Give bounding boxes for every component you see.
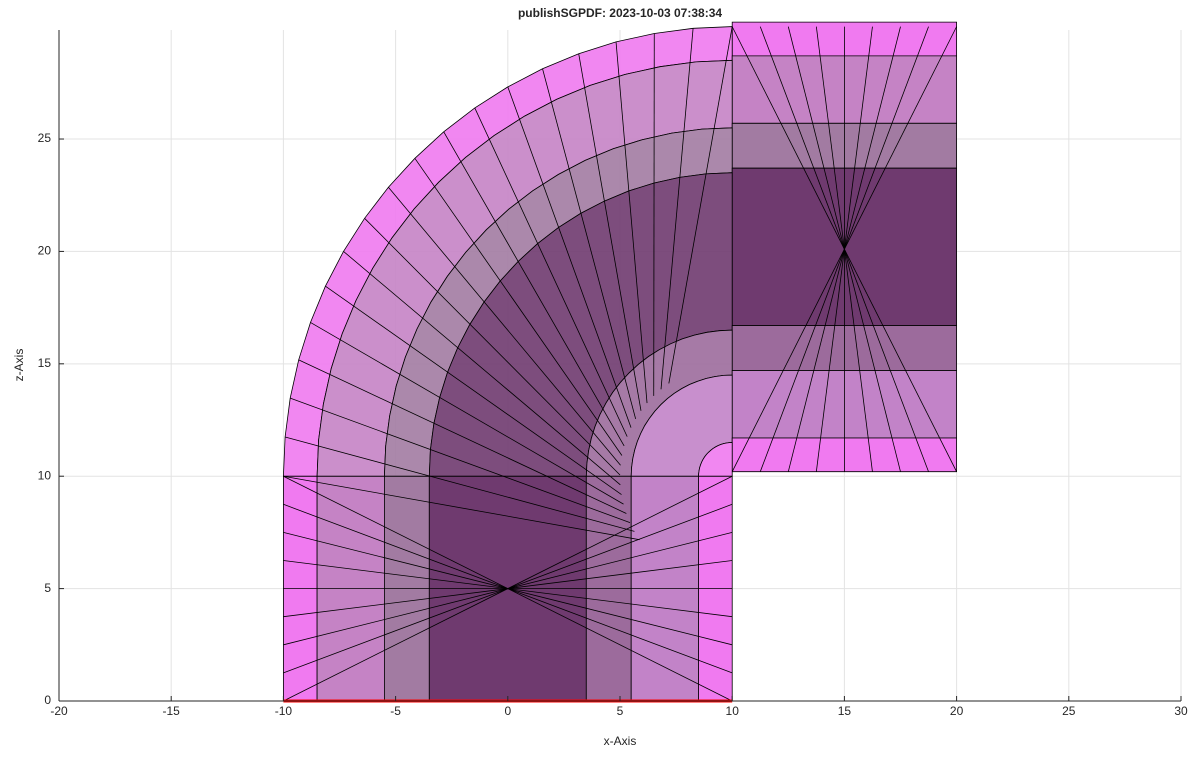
x-tick-label: -10 <box>275 704 293 718</box>
y-tick-label: 25 <box>38 131 52 145</box>
mesh <box>283 22 956 703</box>
axes: -20 -15 -10 -5 0 5 10 15 20 25 30 0 5 10 15 20 25 <box>38 30 1188 718</box>
mesh-edge <box>310 322 623 504</box>
y-tick-label: 10 <box>38 468 52 482</box>
mesh-edge <box>325 286 621 494</box>
x-tick-label: -20 <box>50 704 68 718</box>
mesh-edge <box>732 27 956 472</box>
x-tick-label: -5 <box>390 704 401 718</box>
x-tick-label: 25 <box>1062 704 1076 718</box>
y-tick-label: 5 <box>44 581 51 595</box>
mesh-edge <box>344 251 621 484</box>
mesh-edge <box>616 42 647 403</box>
x-tick-label: 5 <box>617 704 624 718</box>
x-tick-label: 30 <box>1174 704 1188 718</box>
x-tick-label: 10 <box>726 704 740 718</box>
mesh-edge <box>444 132 624 446</box>
y-tick-label: 20 <box>38 244 52 258</box>
mesh-edge <box>285 437 634 531</box>
x-tick-label: -15 <box>163 704 181 718</box>
mesh-edge <box>579 54 641 411</box>
mesh-edge <box>654 33 655 395</box>
mesh-edge <box>508 87 631 428</box>
x-tick-label: 15 <box>838 704 852 718</box>
mesh-edge <box>415 158 622 455</box>
x-axis-label: x-Axis <box>604 734 637 748</box>
mesh-edge <box>543 69 636 419</box>
chart-title: publishSGPDF: 2023-10-03 07:38:34 <box>518 6 722 20</box>
mesh-band <box>699 443 733 477</box>
x-tick-label: 20 <box>950 704 964 718</box>
mesh-edge <box>290 398 630 522</box>
x-tick-label: 0 <box>504 704 511 718</box>
y-tick-label: 15 <box>38 356 52 370</box>
mesh-edge <box>388 187 620 465</box>
mesh-edge <box>283 476 639 539</box>
y-axis-label: z-Axis <box>12 349 26 382</box>
y-tick-label: 0 <box>44 693 51 707</box>
mesh-edge <box>669 27 732 384</box>
mesh-edge <box>299 360 627 514</box>
mesh-edge <box>475 108 627 437</box>
mesh-edge <box>283 476 732 701</box>
mesh-edge <box>365 218 620 475</box>
mesh-edge <box>661 28 693 389</box>
